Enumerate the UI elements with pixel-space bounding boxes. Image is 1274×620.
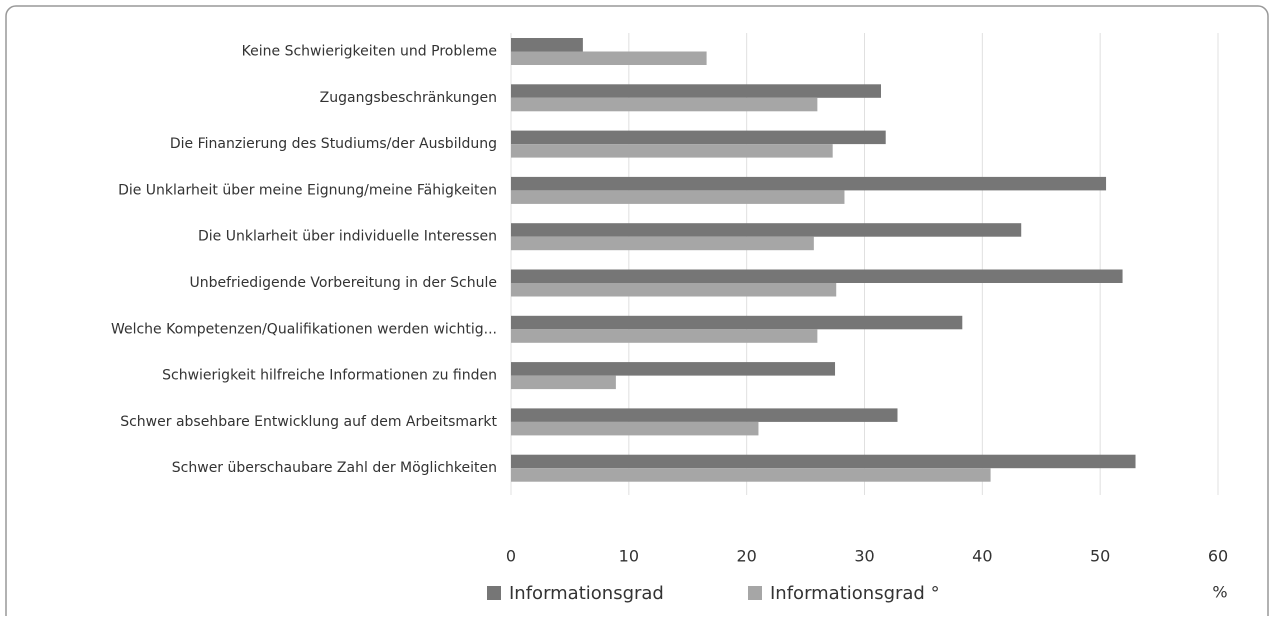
bar [511, 190, 845, 204]
bar [511, 329, 818, 343]
y-tick-label: Keine Schwierigkeiten und Probleme [242, 44, 497, 60]
y-tick-label: Die Unklarheit über meine Eignung/meine … [118, 182, 497, 198]
bar [511, 97, 818, 112]
bar [511, 315, 963, 330]
legend-label: Informationsgrad [509, 583, 664, 604]
bar [511, 236, 814, 251]
bar [511, 144, 833, 158]
x-tick-label: 20 [736, 547, 756, 566]
y-tick-label: Die Finanzierung des Studiums/der Ausbil… [170, 136, 497, 152]
bar [511, 176, 1107, 191]
bar [511, 454, 1136, 469]
legend-swatch [748, 586, 762, 600]
y-tick-label: Zugangsbeschränkungen [320, 90, 497, 106]
bar [511, 223, 1022, 237]
x-tick-label: 30 [854, 547, 874, 566]
bar [511, 51, 707, 65]
y-tick-label: Schwer absehbare Entwicklung auf dem Arb… [120, 414, 497, 430]
bar [511, 38, 583, 52]
bar [511, 468, 991, 482]
bar [511, 269, 1123, 283]
y-tick-label: Schwierigkeit hilfreiche Informationen z… [162, 368, 497, 384]
x-tick-label: 50 [1090, 547, 1110, 566]
y-tick-label: Schwer überschaubare Zahl der Möglichkei… [172, 460, 497, 476]
bar [511, 421, 759, 436]
bar [511, 375, 616, 390]
legend-label: Informationsgrad ° [770, 583, 940, 604]
bar [511, 408, 898, 422]
x-tick-label: 10 [619, 547, 639, 566]
x-tick-label: 60 [1208, 547, 1228, 566]
legend-swatch [487, 586, 501, 600]
bar [511, 84, 881, 98]
y-tick-label: Unbefriedigende Vorbereitung in der Schu… [190, 275, 498, 291]
bar [511, 362, 836, 376]
x-axis-label: % [1212, 583, 1227, 602]
y-tick-label: Die Unklarheit über individuelle Interes… [198, 229, 497, 245]
bar [511, 130, 886, 145]
bar [511, 283, 837, 297]
y-tick-label: Welche Kompetenzen/Qualifikationen werde… [111, 321, 497, 337]
x-tick-label: 0 [506, 547, 516, 566]
x-tick-label: 40 [972, 547, 992, 566]
